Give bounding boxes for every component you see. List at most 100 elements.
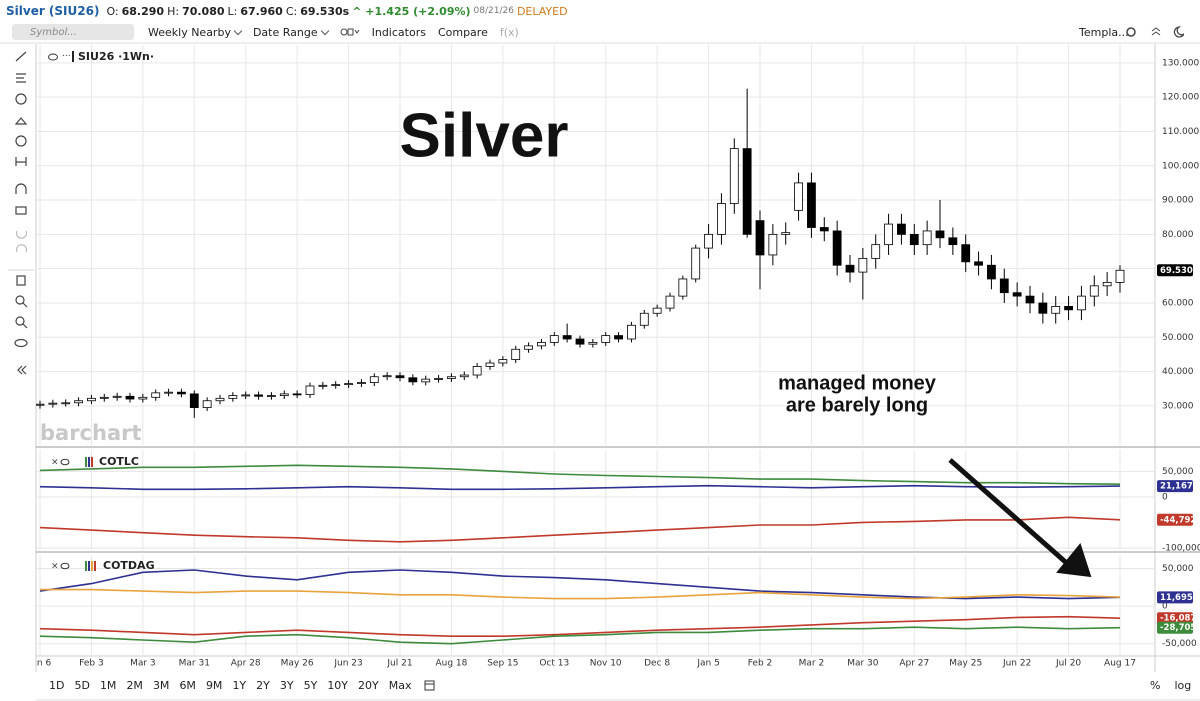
y-tick-label: 120.000 bbox=[1162, 93, 1199, 103]
candle-body bbox=[974, 261, 983, 266]
y-tick-label: 30.000 bbox=[1162, 401, 1194, 411]
range-button[interactable]: 2Y bbox=[256, 678, 270, 692]
symbol-input[interactable]: Symbol... bbox=[12, 24, 134, 40]
pane-icons[interactable]: ··· × × bbox=[48, 51, 97, 572]
y-tick-label: 50,000 bbox=[1162, 564, 1194, 574]
candle-body bbox=[408, 377, 418, 383]
range-button[interactable]: 9M bbox=[205, 678, 223, 692]
y-tick-label: 50,000 bbox=[1162, 467, 1194, 477]
x-tick-label: Mar 2 bbox=[799, 659, 825, 669]
range-button[interactable]: 1M bbox=[99, 678, 117, 692]
y-tick-label: 60.000 bbox=[1162, 298, 1194, 308]
range-button[interactable]: 2M bbox=[126, 678, 143, 692]
icon[interactable] bbox=[340, 26, 360, 38]
range-button[interactable]: 3Y bbox=[279, 678, 294, 692]
close-icon[interactable]: × bbox=[51, 562, 59, 572]
series-line bbox=[39, 464, 1121, 485]
candle-body bbox=[228, 395, 238, 399]
candle-body bbox=[279, 393, 289, 397]
candle-body bbox=[922, 230, 932, 246]
value-badge bbox=[1157, 480, 1193, 493]
candle-body bbox=[948, 237, 958, 246]
candle-body bbox=[459, 374, 469, 378]
y-tick-label: -50,000 bbox=[1162, 639, 1197, 649]
candle-body bbox=[1038, 302, 1048, 314]
tool-icons[interactable] bbox=[8, 51, 34, 375]
candle-body bbox=[935, 230, 945, 239]
x-tick-label: Dec 8 bbox=[644, 659, 670, 669]
range-button[interactable]: 3M bbox=[152, 678, 170, 692]
candle-body bbox=[665, 295, 675, 309]
range-button[interactable]: 10Y bbox=[327, 678, 349, 692]
range-button[interactable]: Max bbox=[388, 678, 412, 692]
close-icon[interactable]: × bbox=[51, 458, 59, 468]
candle-body bbox=[909, 233, 919, 246]
quote-value: 70.080 bbox=[182, 4, 225, 18]
toolbar-item[interactable]: f(x) bbox=[499, 25, 519, 39]
date: 08/21/26 bbox=[473, 6, 514, 16]
toolbar-item[interactable] bbox=[340, 26, 360, 38]
range-button[interactable]: 20Y bbox=[358, 678, 379, 692]
value-badge-label: -28,705 bbox=[1160, 623, 1196, 633]
scale-button[interactable]: % bbox=[1150, 678, 1161, 692]
candle-body bbox=[421, 378, 431, 383]
candle-body bbox=[884, 223, 893, 246]
arrow bbox=[948, 458, 1092, 578]
candle-body bbox=[1089, 285, 1099, 297]
range-button[interactable]: 5Y bbox=[303, 678, 318, 692]
candle-body bbox=[755, 220, 765, 256]
candle-body bbox=[678, 278, 688, 297]
candle-body bbox=[318, 384, 328, 387]
label[interactable]: Date Range bbox=[252, 25, 318, 39]
status: DELAYED bbox=[516, 4, 568, 18]
series-line bbox=[39, 626, 1121, 645]
toolbar-item[interactable]: Weekly Nearby bbox=[148, 25, 243, 39]
candle-body bbox=[729, 148, 739, 204]
value-badge-label: -44,792 bbox=[1160, 515, 1196, 525]
x-tick-label: Jul 21 bbox=[386, 659, 412, 669]
candle-body bbox=[434, 378, 443, 380]
y-tick-label: 0 bbox=[1162, 492, 1168, 502]
range-button[interactable]: 5D bbox=[74, 678, 90, 692]
candle-body bbox=[987, 264, 996, 280]
quote-label: L: bbox=[227, 4, 238, 18]
toolbar-item[interactable]: Indicators bbox=[371, 25, 426, 39]
candle-body bbox=[241, 394, 251, 397]
calendar-icon[interactable] bbox=[423, 679, 437, 691]
candle-body bbox=[125, 395, 135, 400]
range-button[interactable]: 1Y bbox=[232, 678, 247, 692]
range-button[interactable]: 1D bbox=[49, 678, 65, 692]
symbol[interactable]: Silver (SIU26) bbox=[6, 4, 100, 18]
candle-body bbox=[87, 397, 96, 402]
candle-body bbox=[254, 394, 263, 397]
candle-body bbox=[807, 182, 816, 228]
candle-body bbox=[344, 383, 353, 386]
toolbar-item[interactable]: Date Range bbox=[252, 25, 329, 39]
plot: Jan 6 Feb 3 Mar 3 Mar 31 Apr 28 May 26 Jun 23 J… bbox=[36, 88, 1136, 669]
x-tick-label: Sep 15 bbox=[487, 659, 518, 669]
x-tick-label: Oct 13 bbox=[539, 659, 569, 669]
series-line bbox=[39, 615, 1121, 638]
menu-dots[interactable]: ··· bbox=[62, 52, 71, 62]
candle-body bbox=[112, 395, 122, 398]
toolbar-icons[interactable] bbox=[1124, 25, 1184, 39]
candle-body bbox=[691, 247, 701, 280]
range-button[interactable]: 6M bbox=[179, 678, 196, 692]
candle-body bbox=[588, 342, 598, 345]
grid bbox=[36, 45, 1155, 655]
y-tick-label: 50.000 bbox=[1162, 333, 1194, 343]
candle-body bbox=[267, 395, 276, 398]
toolbar-item[interactable]: Compare bbox=[437, 25, 488, 39]
scale-button[interactable]: log bbox=[1174, 678, 1192, 692]
quote-label: O: bbox=[106, 4, 119, 18]
series-line bbox=[40, 588, 1121, 600]
candle-body bbox=[61, 402, 71, 405]
x-tick-label: Aug 17 bbox=[1104, 659, 1136, 669]
label[interactable]: Weekly Nearby bbox=[148, 25, 231, 39]
candle-body bbox=[794, 182, 803, 211]
toolbar: Symbol... Weekly Nearby Date Range Indic… bbox=[12, 22, 1192, 42]
quote-value: 68.290 bbox=[121, 4, 165, 18]
toolbar-item[interactable]: Templa... bbox=[1079, 25, 1129, 39]
x-tick-label: Apr 27 bbox=[899, 659, 929, 669]
